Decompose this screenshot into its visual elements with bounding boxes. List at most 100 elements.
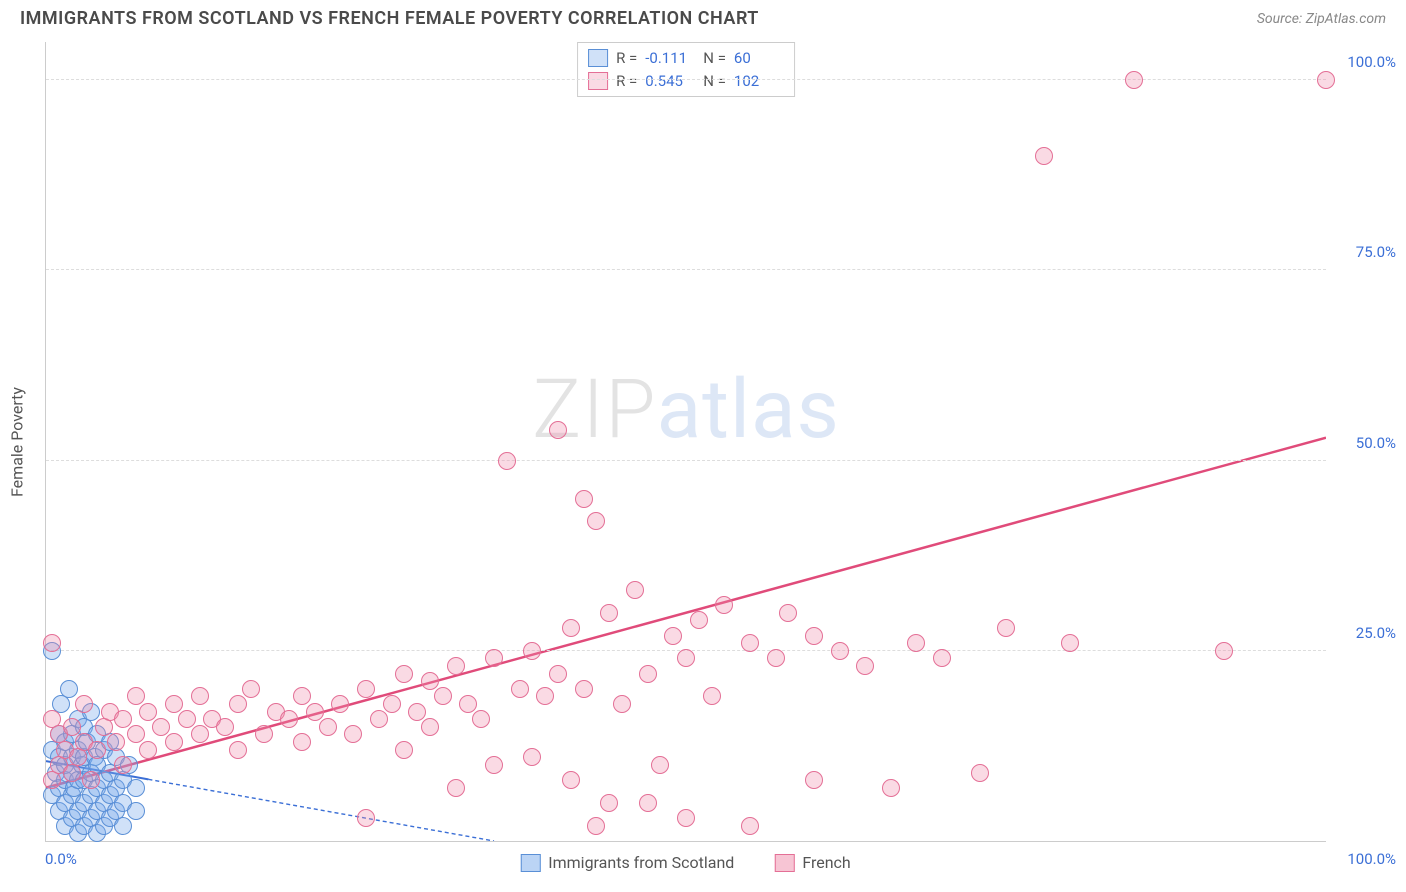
scatter-point: [523, 748, 541, 766]
y-tick-label: 75.0%: [1336, 243, 1396, 261]
scatter-point: [779, 604, 797, 622]
scatter-point: [1125, 71, 1143, 89]
scatter-point: [293, 687, 311, 705]
scatter-point: [127, 802, 145, 820]
scatter-point: [165, 695, 183, 713]
legend-n-value-1: 102: [734, 70, 784, 93]
scatter-point: [536, 687, 554, 705]
scatter-point: [306, 703, 324, 721]
scatter-point: [1061, 634, 1079, 652]
x-tick-max: 100.0%: [1347, 850, 1396, 868]
scatter-point: [127, 779, 145, 797]
scatter-point: [139, 703, 157, 721]
scatter-point: [600, 604, 618, 622]
scatter-point: [971, 764, 989, 782]
scatter-point: [562, 619, 580, 637]
legend-swatch-1: [774, 854, 794, 872]
scatter-point: [549, 665, 567, 683]
scatter-point: [575, 680, 593, 698]
x-tick-min: 0.0%: [45, 850, 77, 868]
scatter-point: [421, 672, 439, 690]
legend-row-series-1: R = 0.545 N = 102: [588, 70, 784, 93]
scatter-point: [600, 794, 618, 812]
scatter-point: [370, 710, 388, 728]
scatter-point: [498, 452, 516, 470]
scatter-point: [114, 817, 132, 835]
scatter-point: [165, 733, 183, 751]
gridline: [46, 460, 1326, 461]
scatter-point: [485, 756, 503, 774]
scatter-point: [75, 695, 93, 713]
scatter-point: [1035, 147, 1053, 165]
scatter-point: [88, 741, 106, 759]
legend-n-label: N =: [703, 47, 726, 70]
scatter-point: [1215, 642, 1233, 660]
scatter-point: [690, 611, 708, 629]
scatter-point: [60, 680, 78, 698]
watermark-part1: ZIP: [532, 362, 656, 458]
legend-swatch-series-0: [588, 49, 608, 67]
scatter-point: [107, 733, 125, 751]
scatter-point: [715, 596, 733, 614]
scatter-point: [1317, 71, 1335, 89]
y-tick-label: 100.0%: [1336, 53, 1396, 71]
scatter-point: [127, 687, 145, 705]
scatter-point: [357, 680, 375, 698]
scatter-point: [639, 665, 657, 683]
scatter-point: [805, 771, 823, 789]
scatter-point: [767, 649, 785, 667]
scatter-point: [191, 725, 209, 743]
scatter-point: [114, 756, 132, 774]
scatter-point: [677, 649, 695, 667]
scatter-point: [575, 490, 593, 508]
legend-n-value-0: 60: [734, 47, 784, 70]
legend-n-label: N =: [703, 70, 726, 93]
scatter-point: [933, 649, 951, 667]
scatter-point: [383, 695, 401, 713]
scatter-point: [178, 710, 196, 728]
legend-r-value-0: -0.111: [645, 47, 695, 70]
scatter-point: [43, 634, 61, 652]
scatter-point: [434, 687, 452, 705]
scatter-point: [703, 687, 721, 705]
scatter-point: [357, 809, 375, 827]
legend-swatch-series-1: [588, 72, 608, 90]
scatter-point: [831, 642, 849, 660]
scatter-point: [856, 657, 874, 675]
scatter-point: [997, 619, 1015, 637]
scatter-point: [741, 634, 759, 652]
legend-label-0: Immigrants from Scotland: [548, 853, 734, 872]
scatter-point: [459, 695, 477, 713]
legend-swatch-0: [520, 854, 540, 872]
scatter-point: [421, 718, 439, 736]
scatter-point: [907, 634, 925, 652]
gridline: [46, 269, 1326, 270]
scatter-point: [511, 680, 529, 698]
y-axis-label: Female Poverty: [8, 387, 27, 497]
scatter-point: [114, 710, 132, 728]
scatter-point: [639, 794, 657, 812]
source-label: Source: ZipAtlas.com: [1257, 11, 1386, 27]
scatter-point: [280, 710, 298, 728]
scatter-point: [408, 703, 426, 721]
legend-label-1: French: [802, 853, 850, 872]
scatter-point: [293, 733, 311, 751]
scatter-point: [344, 725, 362, 743]
scatter-point: [447, 657, 465, 675]
scatter-point: [549, 421, 567, 439]
scatter-point: [319, 718, 337, 736]
scatter-point: [805, 627, 823, 645]
scatter-point: [613, 695, 631, 713]
y-tick-label: 25.0%: [1336, 624, 1396, 642]
scatter-point: [216, 718, 234, 736]
scatter-point: [82, 771, 100, 789]
scatter-point: [523, 642, 541, 660]
legend-series: Immigrants from Scotland French: [520, 853, 850, 872]
trend-lines: [46, 42, 1326, 841]
scatter-point: [229, 741, 247, 759]
watermark-part2: atlas: [657, 362, 840, 458]
title-bar: IMMIGRANTS FROM SCOTLAND VS FRENCH FEMAL…: [0, 0, 1406, 33]
scatter-point: [587, 817, 605, 835]
legend-r-label: R =: [616, 47, 637, 70]
scatter-point: [562, 771, 580, 789]
